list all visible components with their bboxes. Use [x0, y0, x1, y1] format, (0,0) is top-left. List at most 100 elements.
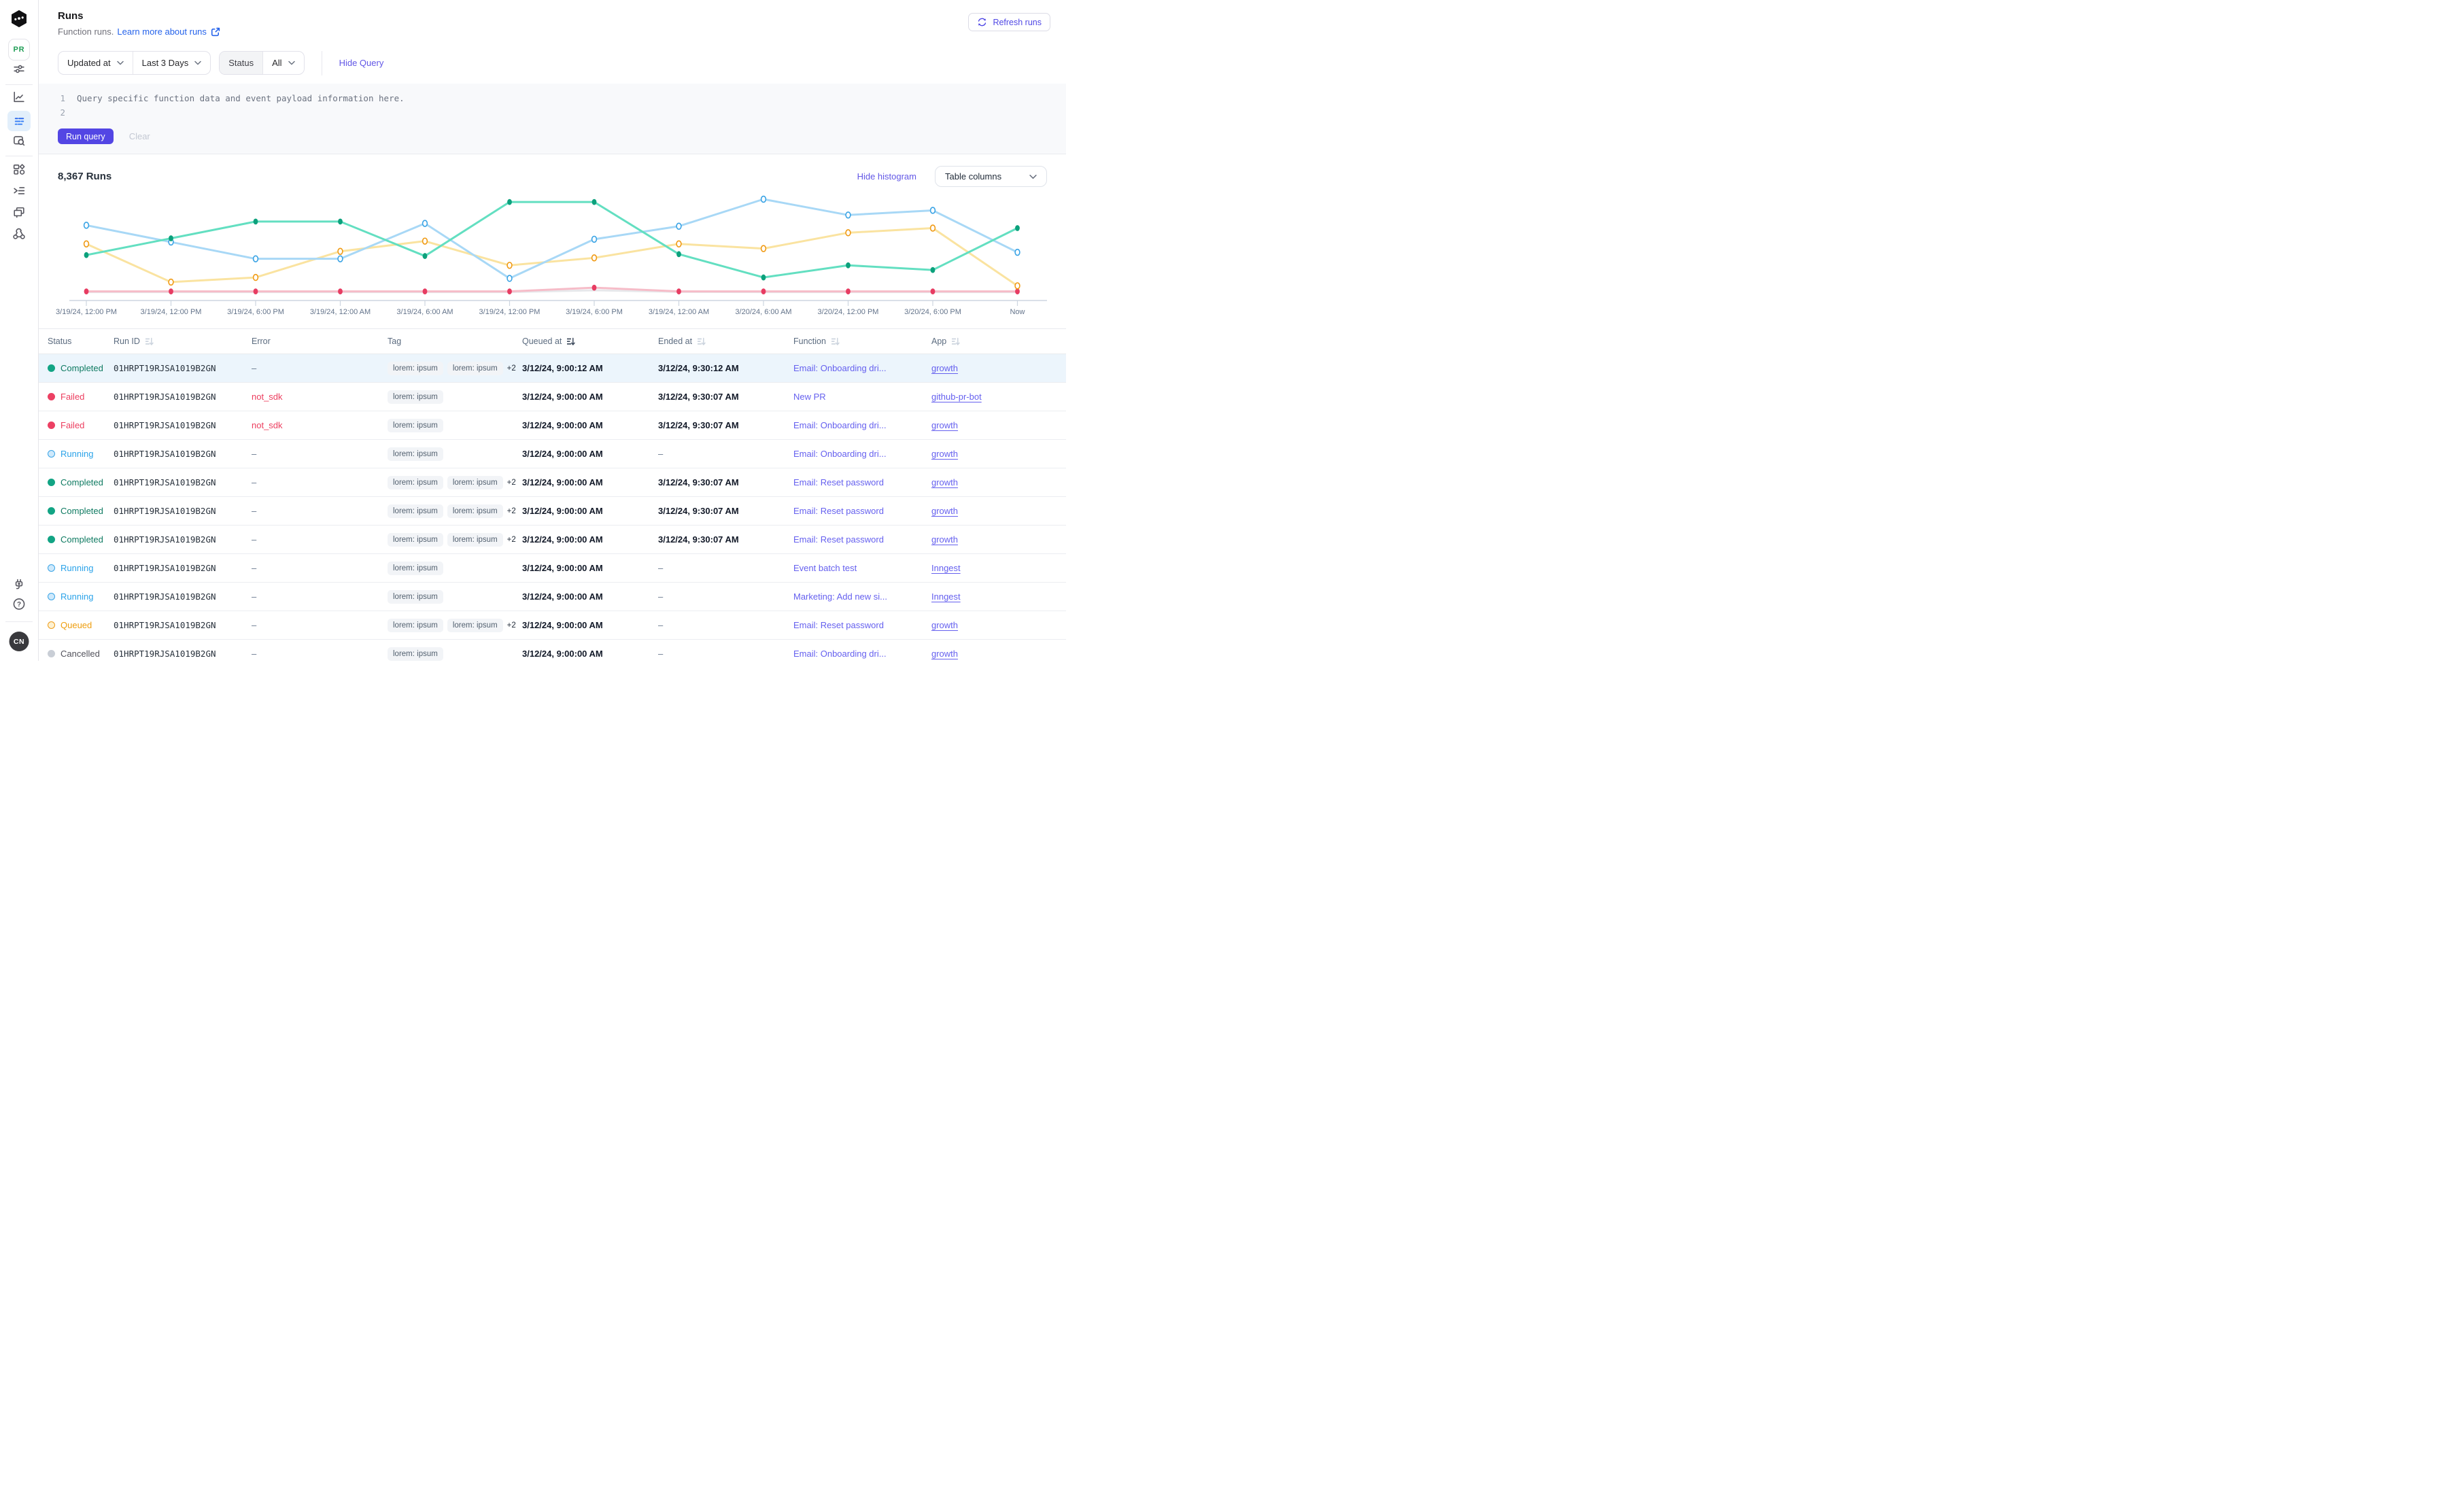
tag-chip: lorem: ipsum: [388, 647, 443, 661]
events-icon[interactable]: [12, 205, 27, 219]
ended-at-value: 3/12/24, 9:30:07 AM: [658, 477, 739, 487]
event-search-icon[interactable]: [12, 133, 27, 148]
status-dot-completed: [48, 364, 55, 372]
table-row[interactable]: Completed 01HRPT19RJSA1019B2GN – lorem: ips…: [39, 468, 1066, 497]
ended-at-cell: –: [658, 591, 793, 602]
app-link[interactable]: Inngest: [931, 591, 961, 602]
table-row[interactable]: Completed 01HRPT19RJSA1019B2GN – lorem: ips…: [39, 526, 1066, 554]
table-row[interactable]: Running 01HRPT19RJSA1019B2GN – lorem: ipsum…: [39, 583, 1066, 611]
run-id: 01HRPT19RJSA1019B2GN: [114, 649, 216, 659]
runs-icon[interactable]: [7, 111, 31, 131]
app-link[interactable]: growth: [931, 620, 959, 630]
function-link[interactable]: Marketing: Add new si...: [793, 591, 888, 602]
queued-at-cell: 3/12/24, 9:00:00 AM: [522, 392, 658, 402]
hide-histogram-link[interactable]: Hide histogram: [857, 171, 916, 182]
x-axis-label: 3/20/24, 6:00 PM: [904, 308, 961, 316]
data-point-running: [507, 275, 513, 282]
apps-icon[interactable]: [12, 162, 27, 176]
user-avatar-initials: CN: [9, 632, 29, 651]
status-label: Running: [61, 591, 94, 602]
data-point-queued: [507, 262, 513, 269]
function-link[interactable]: New PR: [793, 392, 826, 402]
function-link[interactable]: Email: Reset password: [793, 506, 884, 516]
table-row[interactable]: Running 01HRPT19RJSA1019B2GN – lorem: ipsum…: [39, 440, 1066, 468]
status-dot-queued: [48, 621, 55, 629]
sort-field-dropdown[interactable]: Updated at: [58, 52, 133, 74]
function-link[interactable]: Event batch test: [793, 563, 857, 573]
run-query-button[interactable]: Run query: [58, 128, 114, 144]
queued-at-value: 3/12/24, 9:00:00 AM: [522, 506, 603, 516]
refresh-runs-button[interactable]: Refresh runs: [968, 13, 1050, 31]
app-link[interactable]: growth: [931, 449, 959, 459]
table-row[interactable]: Completed 01HRPT19RJSA1019B2GN – lorem: ips…: [39, 497, 1066, 526]
queued-at-cell: 3/12/24, 9:00:00 AM: [522, 506, 658, 516]
functions-icon[interactable]: [12, 184, 27, 198]
user-avatar[interactable]: CN: [9, 632, 29, 651]
data-point-queued: [337, 247, 343, 255]
function-link[interactable]: Email: Reset password: [793, 477, 884, 487]
inngest-logo[interactable]: [10, 9, 29, 29]
webhook-icon[interactable]: [12, 226, 27, 241]
app-link[interactable]: github-pr-bot: [931, 392, 982, 402]
app-link[interactable]: growth: [931, 420, 959, 430]
function-link[interactable]: Email: Onboarding dri...: [793, 420, 887, 430]
app-link[interactable]: growth: [931, 363, 959, 373]
run-id: 01HRPT19RJSA1019B2GN: [114, 392, 216, 402]
table-row[interactable]: Completed 01HRPT19RJSA1019B2GN – lorem: ips…: [39, 354, 1066, 383]
error-cell: –: [252, 620, 388, 630]
status-dot-completed: [48, 536, 55, 543]
data-point-running: [83, 222, 90, 229]
tag-overflow-count: +2: [507, 478, 516, 487]
status-cell: Completed: [48, 477, 114, 487]
app-link[interactable]: growth: [931, 506, 959, 516]
function-link[interactable]: Email: Onboarding dri...: [793, 363, 887, 373]
app-link[interactable]: Inngest: [931, 563, 961, 573]
app-link[interactable]: growth: [931, 534, 959, 545]
function-link[interactable]: Email: Onboarding dri...: [793, 449, 887, 459]
filter-sliders-icon[interactable]: [12, 62, 27, 76]
table-row[interactable]: Queued 01HRPT19RJSA1019B2GN – lorem: ipsum l…: [39, 611, 1066, 640]
error-value: –: [252, 620, 257, 630]
clear-query-button[interactable]: Clear: [128, 131, 150, 141]
table-columns-dropdown[interactable]: Table columns: [935, 166, 1047, 187]
svg-text:?: ?: [17, 601, 21, 608]
table-row[interactable]: Failed 01HRPT19RJSA1019B2GN not_sdk lorem: …: [39, 411, 1066, 440]
filter-bar: Updated at Last 3 Days Status All Hide Q…: [58, 50, 1066, 75]
run-id: 01HRPT19RJSA1019B2GN: [114, 420, 216, 430]
plug-icon[interactable]: [12, 577, 27, 591]
ended-at-value: 3/12/24, 9:30:07 AM: [658, 506, 739, 516]
function-link[interactable]: Email: Onboarding dri...: [793, 649, 887, 659]
x-axis-label: Now: [1010, 308, 1025, 316]
hide-query-link[interactable]: Hide Query: [339, 58, 384, 68]
app-link[interactable]: growth: [931, 649, 959, 659]
query-editor[interactable]: 1 Query specific function data and event…: [39, 84, 1066, 154]
column-header-ended-at[interactable]: Ended at: [658, 337, 793, 346]
table-row[interactable]: Running 01HRPT19RJSA1019B2GN – lorem: ipsum…: [39, 554, 1066, 583]
function-link[interactable]: Email: Reset password: [793, 620, 884, 630]
status-filter-dropdown[interactable]: All: [262, 52, 303, 74]
run-id-cell: 01HRPT19RJSA1019B2GN: [114, 420, 252, 430]
queued-at-cell: 3/12/24, 9:00:00 AM: [522, 477, 658, 487]
function-cell: Email: Onboarding dri...: [793, 420, 931, 430]
table-row[interactable]: Failed 01HRPT19RJSA1019B2GN not_sdk lorem: …: [39, 383, 1066, 411]
environment-badge[interactable]: PR: [8, 39, 30, 61]
error-cell: –: [252, 563, 388, 573]
queued-at-value: 3/12/24, 9:00:00 AM: [522, 477, 603, 487]
column-header-queued-at[interactable]: Queued at: [522, 337, 658, 346]
data-point-running: [591, 235, 598, 243]
column-header-app[interactable]: App: [931, 337, 1066, 346]
help-icon[interactable]: ?: [12, 597, 27, 611]
ended-at-value: –: [658, 563, 664, 573]
column-header-function[interactable]: Function: [793, 337, 931, 346]
app-link[interactable]: growth: [931, 477, 959, 487]
x-axis-label: 3/19/24, 12:00 AM: [310, 308, 371, 316]
tag-cell: lorem: ipsum: [388, 447, 522, 461]
learn-more-link[interactable]: Learn more about runs: [117, 27, 220, 37]
data-point-queued: [845, 229, 851, 237]
metrics-icon[interactable]: [12, 90, 27, 104]
column-header-run-id[interactable]: Run ID: [114, 337, 252, 346]
time-range-dropdown[interactable]: Last 3 Days: [132, 52, 211, 74]
data-point-failed: [761, 288, 766, 295]
table-row[interactable]: Cancelled 01HRPT19RJSA1019B2GN – lorem: ips…: [39, 640, 1066, 661]
function-link[interactable]: Email: Reset password: [793, 534, 884, 545]
